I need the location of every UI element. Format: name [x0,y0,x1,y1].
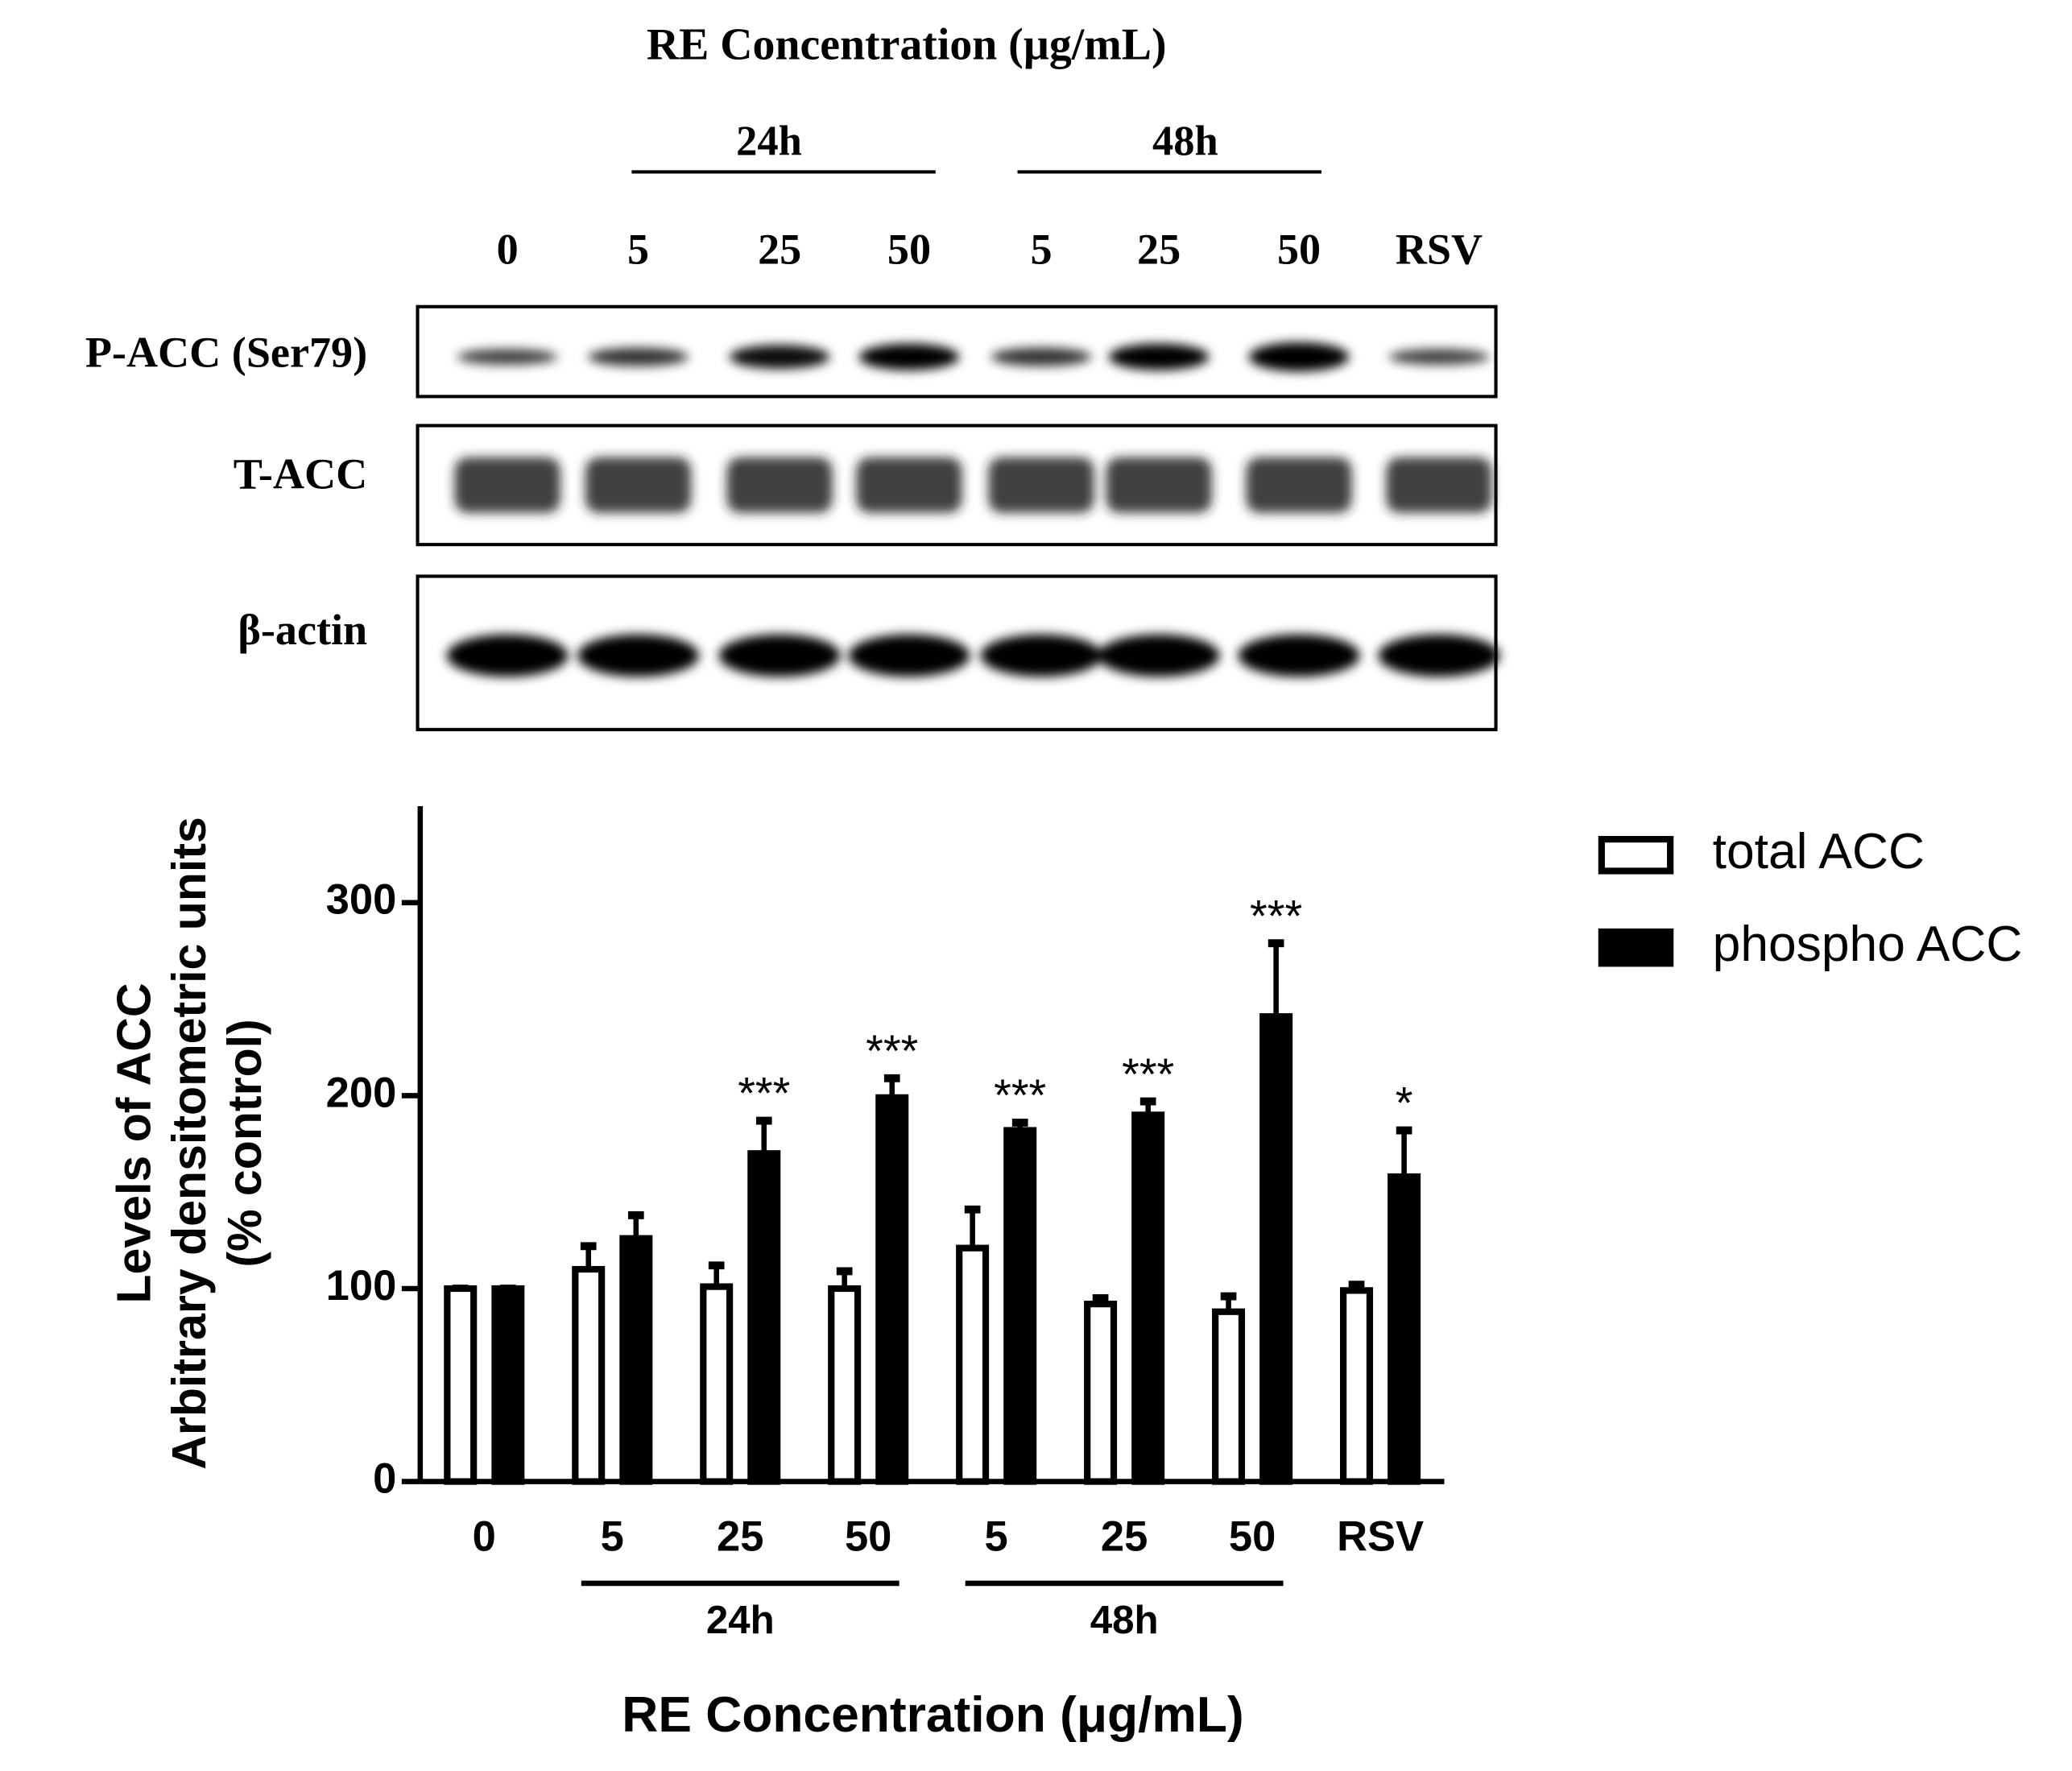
y-tick-label: 200 [326,1069,397,1116]
blot-group: 24h [736,118,802,165]
significance: *** [1122,1049,1174,1099]
y-title-line: Levels of ACC [107,983,160,1303]
band [991,347,1092,366]
blot-title: RE Concentration (µg/mL) [647,20,1167,70]
bar [1131,1111,1165,1485]
bar [619,1235,653,1485]
band [729,345,830,369]
significance: *** [866,1025,918,1076]
lane-label: 25 [758,226,801,274]
lane-label: 5 [627,226,649,274]
band [1246,457,1352,513]
band [988,457,1094,513]
row-label: P-ACC (Ser79) [85,329,367,377]
band [1388,349,1490,365]
y-title: Levels of ACC Arbitrary densitometric un… [107,817,271,1470]
band [457,349,558,365]
y-title-line: (% control) [218,1019,271,1267]
bar [1003,1127,1037,1485]
bar [1212,1308,1246,1485]
bar [700,1283,734,1485]
lane-label: 0 [497,226,519,274]
x-tick-label: 50 [845,1513,891,1561]
band [588,347,689,366]
band [1386,457,1492,513]
significance: *** [738,1068,790,1119]
bar [1340,1287,1374,1485]
band [454,457,560,513]
legend-swatch [1598,835,1674,875]
bar [956,1244,990,1485]
bar [1388,1173,1421,1485]
bar [491,1285,525,1485]
bar [828,1285,862,1485]
lane-label: RSV [1396,226,1483,274]
bar [1259,1013,1293,1485]
band [577,634,700,677]
band [446,634,569,677]
blot-group: 48h [1152,118,1218,165]
significance: *** [994,1070,1046,1120]
band [1106,457,1212,513]
band [980,634,1102,677]
x-tick-label: 0 [473,1513,496,1561]
band [718,634,841,677]
lane-label: 50 [1277,226,1321,274]
legend-swatch [1598,928,1674,967]
x-tick-label: 5 [601,1513,624,1561]
y-tick-label: 0 [373,1454,396,1502]
lane-label: 25 [1137,226,1181,274]
band [585,457,692,513]
y-title-line: Arbitrary densitometric units [163,817,216,1470]
row-label: T-ACC [234,450,367,499]
x-tick-label: 50 [1229,1513,1276,1561]
band [858,343,960,370]
bar [875,1094,909,1485]
significance: *** [1250,890,1302,941]
x-tick-label: 25 [1101,1513,1148,1561]
group-label: 48h [1090,1598,1159,1642]
lane-label: 5 [1031,226,1053,274]
band [1098,634,1220,677]
y-tick-label: 300 [326,876,397,924]
x-title: RE Concentration (μg/mL) [622,1687,1243,1743]
band [726,457,833,513]
bar [444,1285,478,1485]
lane-labels: 0 5 25 50 5 25 50 RSV [497,226,1483,274]
y-tick-label: 100 [326,1262,397,1310]
band [848,634,970,677]
x-tick-label: RSV [1337,1513,1424,1561]
x-tick-label: 25 [717,1513,763,1561]
row-label: β-actin [238,606,367,654]
bar [572,1265,606,1485]
legend-label: phospho ACC [1713,917,2023,972]
legend-label: total ACC [1713,824,1925,879]
band [1108,343,1210,370]
band [1248,342,1350,372]
group-label: 24h [706,1598,775,1642]
bar [747,1150,781,1485]
lane-label: 50 [887,226,931,274]
bar [1084,1301,1118,1485]
x-tick-label: 5 [985,1513,1008,1561]
band [1378,634,1500,677]
band [1238,634,1360,677]
blot-bands [446,342,1500,677]
band [856,457,962,513]
significance: * [1396,1078,1413,1128]
